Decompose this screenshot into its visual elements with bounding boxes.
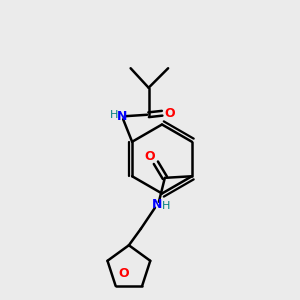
Text: H: H — [162, 201, 171, 211]
Text: O: O — [145, 150, 155, 163]
Text: H: H — [110, 110, 118, 120]
Text: O: O — [164, 107, 175, 120]
Text: O: O — [118, 267, 129, 280]
Text: N: N — [116, 110, 127, 123]
Text: N: N — [152, 198, 163, 211]
